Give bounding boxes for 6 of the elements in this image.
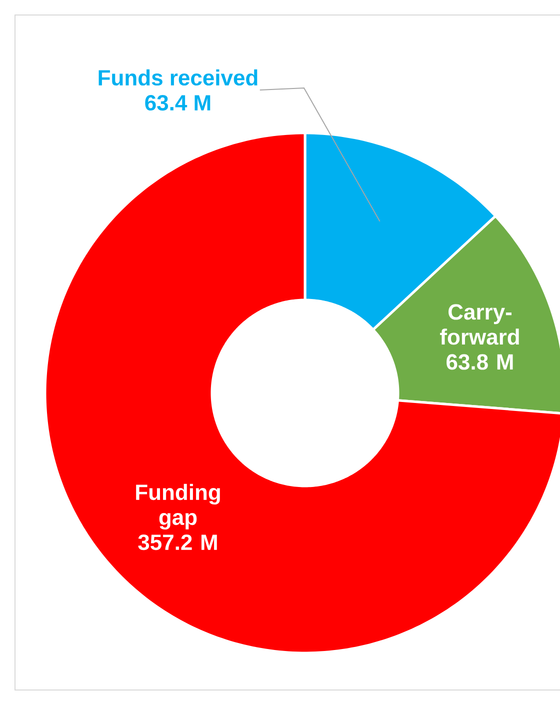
- slice-label: Carry-forward: [440, 304, 519, 345]
- data-label: 63.4 M: [145, 94, 210, 111]
- data-label: 357.2 M: [138, 534, 217, 550]
- slice-label: Funds received: [98, 69, 258, 86]
- data-label: 63.8 M: [446, 354, 513, 370]
- slice-label: Funding gap: [136, 484, 220, 530]
